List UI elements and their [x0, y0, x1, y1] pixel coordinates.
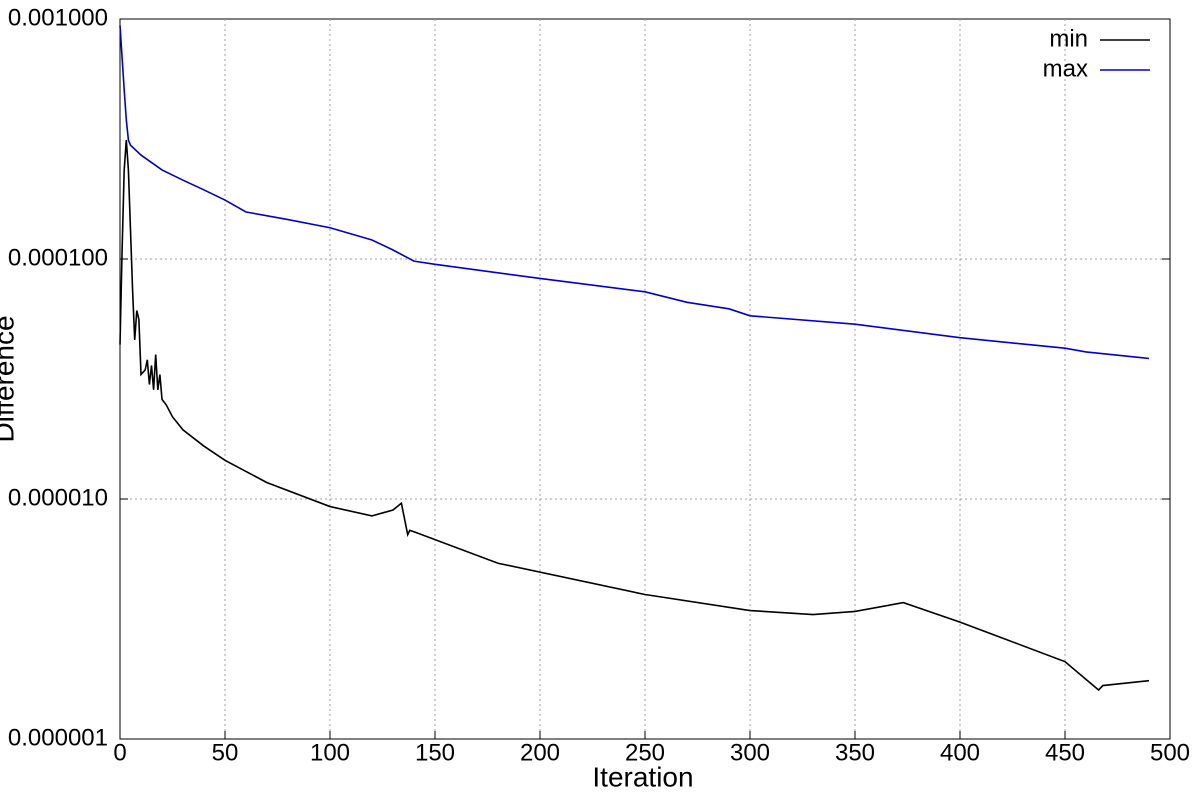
x-tick-label: 50 — [212, 739, 239, 766]
x-tick-label: 0 — [113, 739, 126, 766]
series-line — [119, 140, 1150, 692]
legend-label: min — [1049, 25, 1088, 52]
y-tick-label: 0.000001 — [8, 724, 108, 751]
legend-label: max — [1043, 55, 1088, 82]
x-tick-label: 450 — [1045, 739, 1085, 766]
x-tick-label: 300 — [730, 739, 770, 766]
x-axis-label: Iteration — [592, 761, 693, 792]
y-tick-label: 0.000010 — [8, 484, 108, 511]
x-tick-label: 150 — [415, 739, 455, 766]
y-tick-label: 0.001000 — [8, 4, 108, 31]
x-tick-label: 100 — [310, 739, 350, 766]
x-tick-label: 400 — [940, 739, 980, 766]
x-tick-label: 350 — [835, 739, 875, 766]
y-tick-label: 0.000100 — [8, 244, 108, 271]
series-line — [119, 25, 1150, 360]
x-tick-label: 500 — [1150, 739, 1190, 766]
x-tick-label: 250 — [625, 739, 665, 766]
y-axis-label: Difference — [0, 315, 19, 442]
x-tick-label: 200 — [520, 739, 560, 766]
